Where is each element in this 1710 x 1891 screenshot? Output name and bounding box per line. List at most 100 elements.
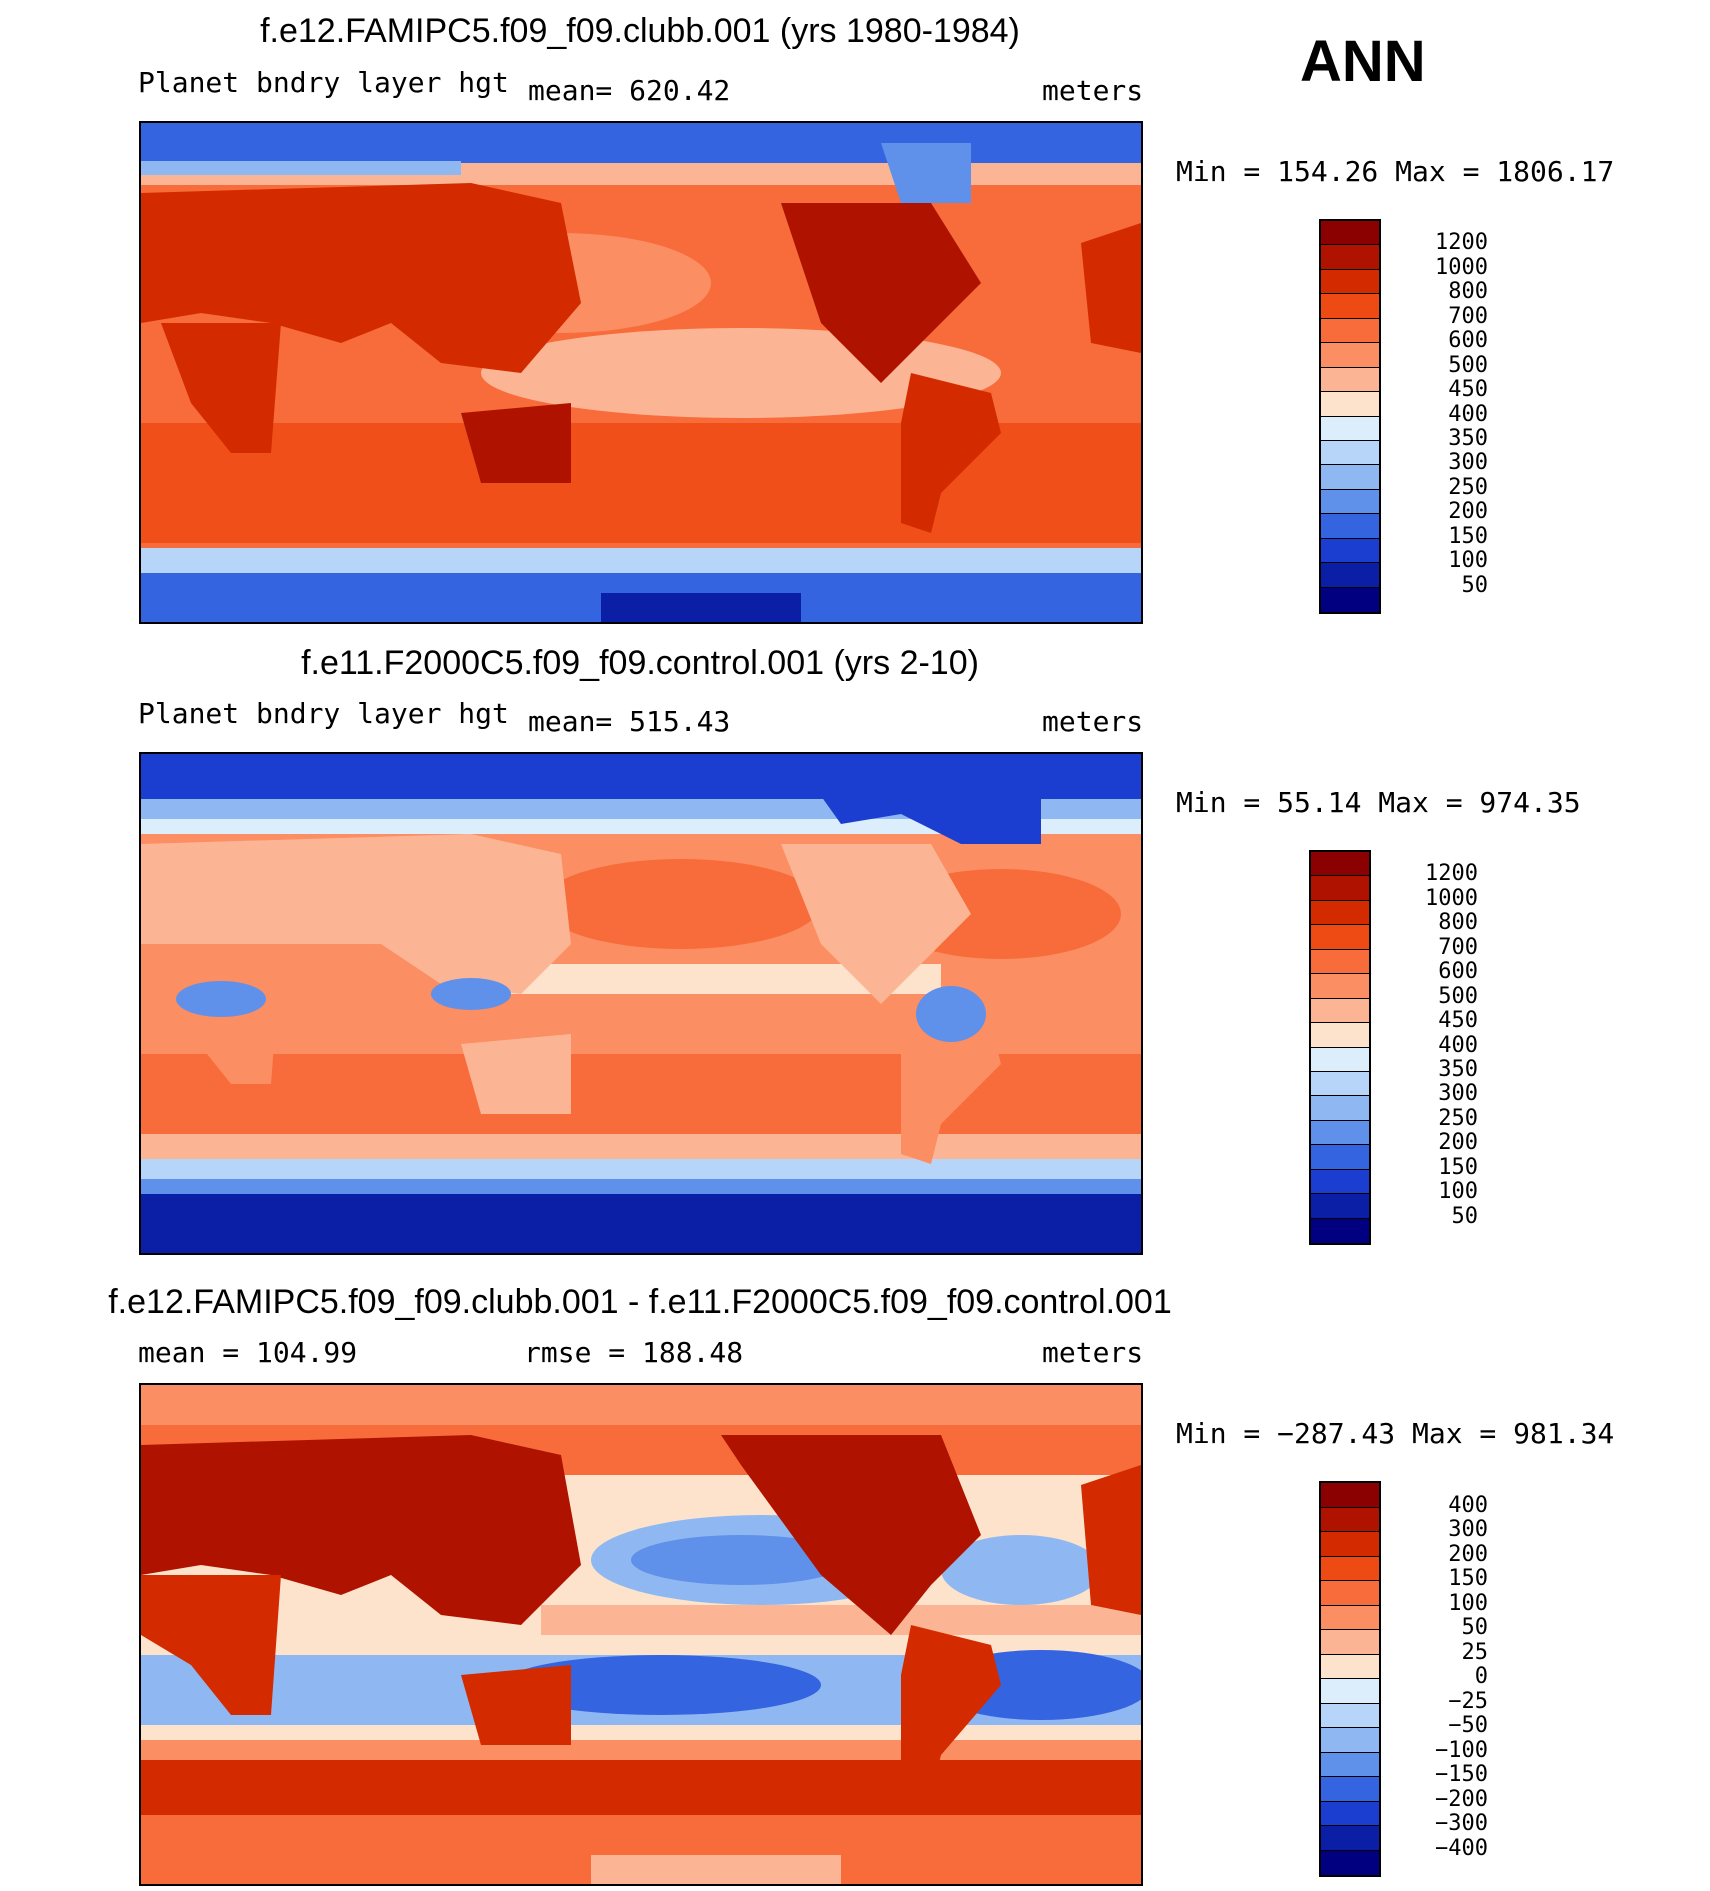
panel-1-mean-label: mean= 620.42 xyxy=(528,74,731,107)
panel-1-map xyxy=(139,121,1143,624)
colorbar-label: −50 xyxy=(1448,1713,1488,1738)
colorbar-cell xyxy=(1321,245,1379,270)
colorbar-cell xyxy=(1311,1218,1369,1243)
colorbar-label: 700 xyxy=(1438,934,1478,960)
colorbar-label: 0 xyxy=(1474,1664,1488,1689)
colorbar-cell xyxy=(1321,1826,1379,1851)
colorbar-label: 350 xyxy=(1448,425,1488,451)
colorbar-cell xyxy=(1311,1194,1369,1219)
colorbar-label: 400 xyxy=(1448,401,1488,427)
panel-1-colorbar xyxy=(1319,219,1381,614)
colorbar-cell xyxy=(1321,392,1379,417)
season-label: ANN xyxy=(1300,29,1426,94)
colorbar-cell xyxy=(1321,221,1379,246)
panel-2-colorbar-labels: 1200 1000 800 700 600 500 450 400 350 300 250 200 15… xyxy=(1398,850,1478,1245)
colorbar-cell xyxy=(1321,1532,1379,1557)
panel-2-title: f.e11.F2000C5.f09_f09.control.001 (yrs 2… xyxy=(301,644,979,682)
colorbar-cell xyxy=(1321,1581,1379,1606)
colorbar-label: 450 xyxy=(1448,377,1488,403)
colorbar-cell xyxy=(1311,949,1369,975)
colorbar-cell xyxy=(1311,998,1369,1024)
colorbar-cell xyxy=(1311,900,1369,926)
colorbar-label: 1200 xyxy=(1425,861,1478,887)
colorbar-label: 500 xyxy=(1438,983,1478,1009)
colorbar-cell xyxy=(1321,1556,1379,1581)
colorbar-label: 1000 xyxy=(1425,885,1478,911)
colorbar-label: 450 xyxy=(1438,1008,1478,1034)
panel-3-colorbar xyxy=(1319,1481,1381,1877)
colorbar-cell xyxy=(1321,465,1379,490)
colorbar-label: 50 xyxy=(1461,1615,1489,1640)
panel-1-units-label: meters xyxy=(1042,74,1144,107)
colorbar-label: 300 xyxy=(1438,1081,1478,1107)
colorbar-cell xyxy=(1311,1145,1369,1170)
colorbar-cell xyxy=(1321,1679,1379,1704)
colorbar-cell xyxy=(1321,563,1379,588)
colorbar-cell xyxy=(1321,440,1379,466)
panel-3-units-label: meters xyxy=(1042,1336,1144,1369)
colorbar-cell xyxy=(1311,1096,1369,1121)
colorbar-label: 400 xyxy=(1438,1032,1478,1058)
colorbar-label: 400 xyxy=(1448,1492,1488,1518)
colorbar-label: 600 xyxy=(1448,328,1488,354)
panel-3-colorbar-labels: 400 300 200 150 100 50 25 0 −25 −50 −100 −150 −200 −3… xyxy=(1398,1481,1488,1877)
panel-2-units-label: meters xyxy=(1042,705,1144,738)
colorbar-cell xyxy=(1321,1507,1379,1532)
colorbar-label: 300 xyxy=(1448,450,1488,476)
colorbar-label: 100 xyxy=(1448,1590,1488,1616)
panel-3-minmax: Min = −287.43 Max = 981.34 xyxy=(1176,1417,1615,1450)
panel-2-variable-label: Planet bndry layer hgt xyxy=(138,697,509,730)
colorbar-cell xyxy=(1311,1169,1369,1195)
colorbar-cell xyxy=(1321,1850,1379,1875)
colorbar-label: 300 xyxy=(1448,1517,1488,1542)
colorbar-cell xyxy=(1321,1728,1379,1753)
colorbar-cell xyxy=(1321,489,1379,515)
colorbar-label: −100 xyxy=(1435,1737,1488,1763)
colorbar-label: 1200 xyxy=(1435,230,1488,256)
colorbar-cell xyxy=(1321,1654,1379,1679)
colorbar-label: 700 xyxy=(1448,303,1488,329)
colorbar-cell xyxy=(1321,367,1379,393)
colorbar-cell xyxy=(1321,1777,1379,1802)
colorbar-label: −150 xyxy=(1435,1762,1488,1787)
colorbar-cell xyxy=(1321,587,1379,612)
colorbar-label: 100 xyxy=(1438,1179,1478,1205)
colorbar-cell xyxy=(1311,925,1369,950)
colorbar-cell xyxy=(1321,1605,1379,1630)
colorbar-label: 25 xyxy=(1461,1639,1489,1665)
colorbar-label: 150 xyxy=(1438,1154,1478,1180)
colorbar-cell xyxy=(1311,876,1369,901)
colorbar-cell xyxy=(1321,416,1379,441)
colorbar-cell xyxy=(1321,1801,1379,1826)
colorbar-label: 800 xyxy=(1438,910,1478,936)
panel-3-map xyxy=(139,1383,1143,1886)
colorbar-cell xyxy=(1321,1630,1379,1655)
colorbar-cell xyxy=(1321,1483,1379,1508)
colorbar-label: 250 xyxy=(1448,474,1488,500)
colorbar-cell xyxy=(1311,974,1369,999)
colorbar-cell xyxy=(1321,538,1379,564)
colorbar-cell xyxy=(1311,852,1369,877)
panel-2-map xyxy=(139,752,1143,1255)
colorbar-label: 50 xyxy=(1461,572,1489,598)
colorbar-cell xyxy=(1321,294,1379,319)
panel-3-title: f.e12.FAMIPC5.f09_f09.clubb.001 - f.e11.… xyxy=(108,1283,1172,1321)
panel-2-colorbar xyxy=(1309,850,1371,1245)
colorbar-cell xyxy=(1321,343,1379,368)
colorbar-label: 100 xyxy=(1448,548,1488,574)
panel-1-title: f.e12.FAMIPC5.f09_f09.clubb.001 (yrs 198… xyxy=(260,12,1020,50)
colorbar-label: −25 xyxy=(1448,1688,1488,1714)
colorbar-label: 800 xyxy=(1448,279,1488,305)
colorbar-label: 200 xyxy=(1448,1541,1488,1567)
colorbar-label: 1000 xyxy=(1435,254,1488,280)
colorbar-cell xyxy=(1321,318,1379,344)
colorbar-cell xyxy=(1321,514,1379,539)
panel-2-minmax: Min = 55.14 Max = 974.35 xyxy=(1176,786,1581,819)
colorbar-label: 150 xyxy=(1448,523,1488,549)
colorbar-cell xyxy=(1311,1047,1369,1072)
colorbar-cell xyxy=(1311,1023,1369,1048)
colorbar-cell xyxy=(1311,1071,1369,1097)
colorbar-label: 200 xyxy=(1438,1130,1478,1156)
colorbar-cell xyxy=(1321,269,1379,295)
colorbar-cell xyxy=(1321,1703,1379,1728)
